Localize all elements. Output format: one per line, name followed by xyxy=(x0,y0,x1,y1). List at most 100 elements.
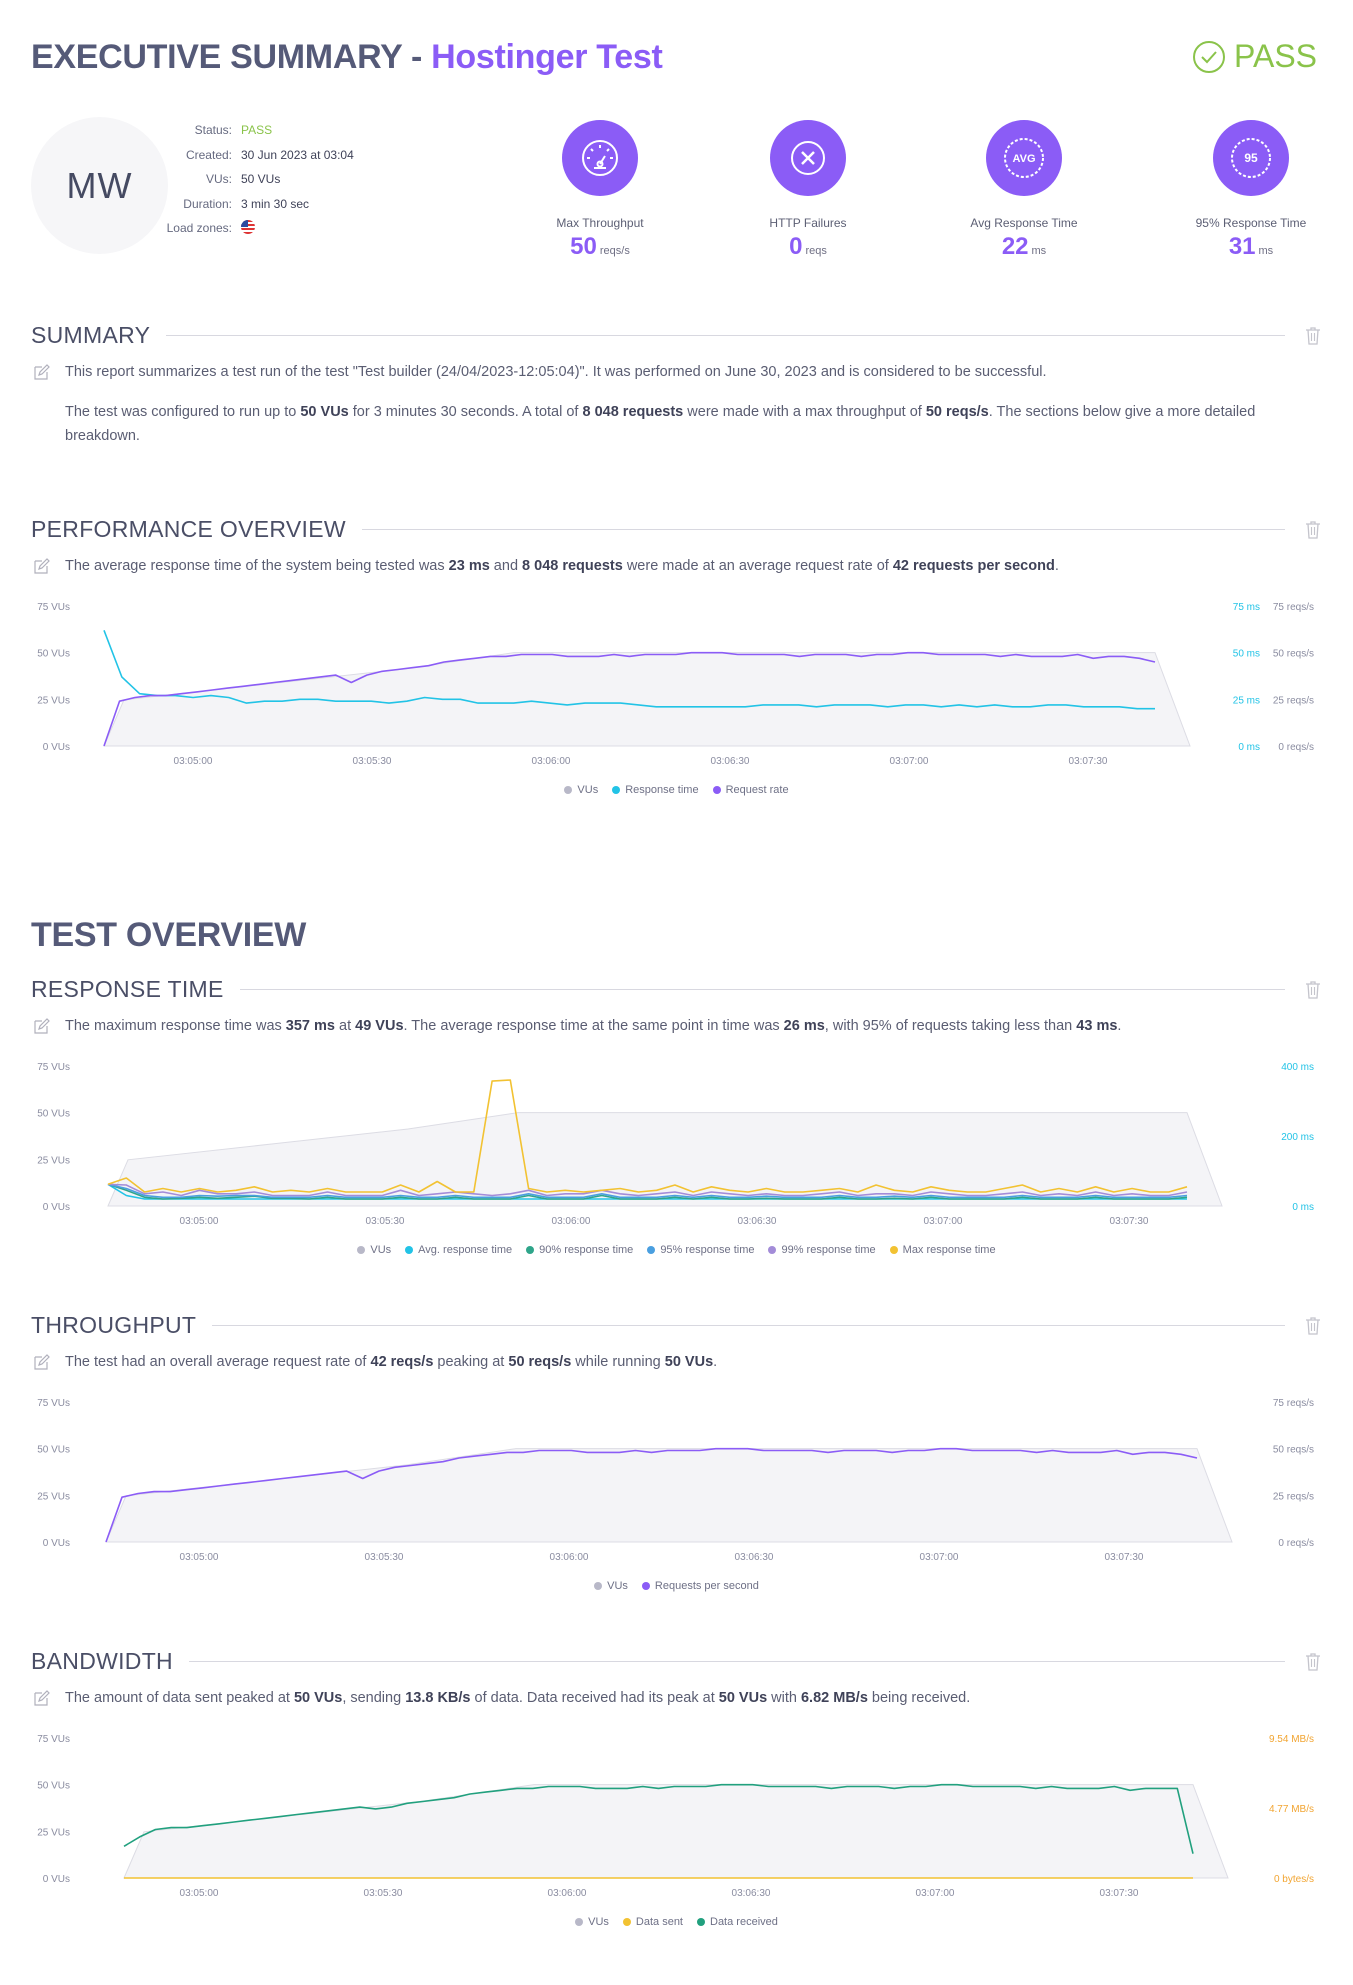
y-tick-label-right: 25 reqs/s xyxy=(1273,1491,1314,1502)
x-tick-label: 03:07:00 xyxy=(916,1888,955,1899)
legend-dot xyxy=(697,1918,705,1926)
legend-item[interactable]: VUs xyxy=(575,1916,609,1928)
page-title: EXECUTIVE SUMMARY - Hostinger Test xyxy=(31,38,663,77)
trash-icon[interactable] xyxy=(1305,980,1321,999)
y-tick-label-right: 400 ms xyxy=(1281,1062,1314,1073)
bandwidth-chart: 0 VUs 25 VUs 50 VUs 75 VUs 0 bytes/s 4.77 MB/… xyxy=(0,1724,1353,1908)
svg-text:AVG: AVG xyxy=(1012,153,1035,165)
series-line-requests-per-second xyxy=(105,1447,1198,1543)
edit-icon[interactable] xyxy=(33,1354,50,1371)
y-tick-label-right: 0 ms xyxy=(1292,1202,1314,1213)
y-tick-label-right: 50 ms xyxy=(1233,649,1260,660)
legend-item[interactable]: Requests per second xyxy=(641,1580,759,1592)
y-tick-label-right: 75 reqs/s xyxy=(1273,1398,1314,1409)
trash-icon[interactable] xyxy=(1305,1316,1321,1335)
y-tick-label-left: 75 VUs xyxy=(37,1062,70,1073)
kpi-label: 95% Response Time xyxy=(1195,216,1307,230)
edit-icon[interactable] xyxy=(33,1018,50,1035)
y-tick-label-left: 75 VUs xyxy=(37,1734,70,1745)
legend-item[interactable]: Data received xyxy=(697,1916,778,1928)
legend-dot xyxy=(564,786,573,794)
meta-duration-label: Duration: xyxy=(183,196,232,211)
trash-icon[interactable] xyxy=(1305,326,1321,345)
legend-item[interactable]: Avg. response time xyxy=(405,1244,512,1256)
legend-dot xyxy=(889,1246,898,1254)
x-tick-label: 03:07:30 xyxy=(1069,756,1108,767)
y-tick-label-right: 0 ms xyxy=(1238,742,1260,753)
p95-icon: 95 xyxy=(1231,138,1271,178)
divider xyxy=(188,1661,1285,1662)
divider xyxy=(239,989,1285,990)
close-circle-icon xyxy=(791,141,825,175)
series-line-99-response-time xyxy=(107,1183,1188,1197)
legend-dot xyxy=(526,1246,535,1254)
response-time-chart: 0 VUs 25 VUs 50 VUs 75 VUs 0 ms 200 ms 400 ms 0… xyxy=(0,1052,1353,1236)
legend-item[interactable]: Max response time xyxy=(889,1244,996,1256)
legend-item[interactable]: VUs xyxy=(357,1244,391,1256)
legend-item[interactable]: Response time xyxy=(612,784,699,796)
y-tick-label-right: 50 reqs/s xyxy=(1273,1445,1314,1456)
x-tick-label: 03:05:30 xyxy=(364,1888,403,1899)
edit-icon[interactable] xyxy=(33,1690,50,1707)
legend-item[interactable]: VUs xyxy=(564,784,598,796)
legend-item[interactable]: Request rate xyxy=(712,784,789,796)
legend-item[interactable]: 99% response time xyxy=(768,1244,876,1256)
legend-item[interactable]: Data sent xyxy=(622,1916,683,1928)
x-tick-label: 03:07:00 xyxy=(920,1552,959,1563)
vus-area xyxy=(105,1448,1233,1543)
legend-dot xyxy=(641,1582,650,1590)
legend-item[interactable]: 95% response time xyxy=(647,1244,754,1256)
kpi-value: 50 xyxy=(570,233,597,260)
edit-icon[interactable] xyxy=(33,364,50,381)
meta-zones-label: Load zones: xyxy=(166,221,232,236)
x-tick-label: 03:07:00 xyxy=(890,756,929,767)
avatar: MW xyxy=(31,117,168,254)
status-badge-label: PASS xyxy=(1234,38,1317,74)
legend-dot xyxy=(594,1582,603,1590)
summary-section-header: SUMMARY xyxy=(31,322,1321,349)
kpi-label: HTTP Failures xyxy=(769,216,847,230)
legend-dot xyxy=(357,1246,366,1254)
response-time-legend: VUs Avg. response time 90% response time… xyxy=(0,1244,1353,1256)
trash-icon[interactable] xyxy=(1305,1652,1321,1671)
y-tick-label-left: 0 VUs xyxy=(43,742,70,753)
section-title: RESPONSE TIME xyxy=(31,976,224,1002)
x-tick-label: 03:06:30 xyxy=(732,1888,771,1899)
summary-detail: The test was configured to run up to 50 … xyxy=(65,404,1256,444)
kpi-value: 0 xyxy=(789,233,803,260)
y-tick-label-left: 0 VUs xyxy=(43,1538,70,1549)
y-tick-label-right: 75 ms xyxy=(1233,602,1260,613)
legend-dot xyxy=(575,1918,584,1926)
kpi-value: 31 xyxy=(1228,233,1256,260)
y-tick-label-left: 0 VUs xyxy=(43,1874,70,1885)
trash-icon[interactable] xyxy=(1305,520,1321,539)
response-time-text: The maximum response time was 357 ms at … xyxy=(33,1014,1323,1038)
test-overview-title: TEST OVERVIEW xyxy=(31,916,307,954)
bandwidth-section-header: BANDWIDTH xyxy=(31,1648,1321,1675)
y-tick-label-left: 50 VUs xyxy=(37,1445,70,1456)
y-tick-label-left: 75 VUs xyxy=(37,1398,70,1409)
kpi-unit: reqs/s xyxy=(599,245,630,257)
y-tick-label-left: 25 VUs xyxy=(37,1491,70,1502)
check-circle-icon xyxy=(1193,40,1225,73)
meta-status-label: Status: xyxy=(194,123,232,138)
y-tick-label-left: 50 VUs xyxy=(37,1781,70,1792)
page-title-main: EXECUTIVE SUMMARY - xyxy=(31,38,423,76)
legend-item[interactable]: 90% response time xyxy=(526,1244,633,1256)
legend-dot xyxy=(612,786,621,794)
section-title: SUMMARY xyxy=(31,322,151,348)
y-tick-label-left: 50 VUs xyxy=(37,649,70,660)
x-tick-label: 03:05:00 xyxy=(180,1888,219,1899)
performance-text: The average response time of the system … xyxy=(33,554,1323,578)
y-tick-label-right: 25 reqs/s xyxy=(1273,695,1314,706)
test-meta: Status: PASS Created: 30 Jun 2023 at 03:04… xyxy=(150,118,354,241)
us-flag-icon xyxy=(241,219,255,234)
legend-item[interactable]: VUs xyxy=(594,1580,628,1592)
meta-created-label: Created: xyxy=(185,147,232,162)
performance-chart: 0 VUs 25 VUs 50 VUs 75 VUs 0 ms 25 ms 50 ms 75 … xyxy=(0,592,1353,772)
throughput-section-header: THROUGHPUT xyxy=(31,1312,1321,1339)
legend-dot xyxy=(712,786,721,794)
kpi-value: 22 xyxy=(1001,233,1029,260)
edit-icon[interactable] xyxy=(33,558,50,575)
status-badge: PASS xyxy=(1192,38,1317,75)
